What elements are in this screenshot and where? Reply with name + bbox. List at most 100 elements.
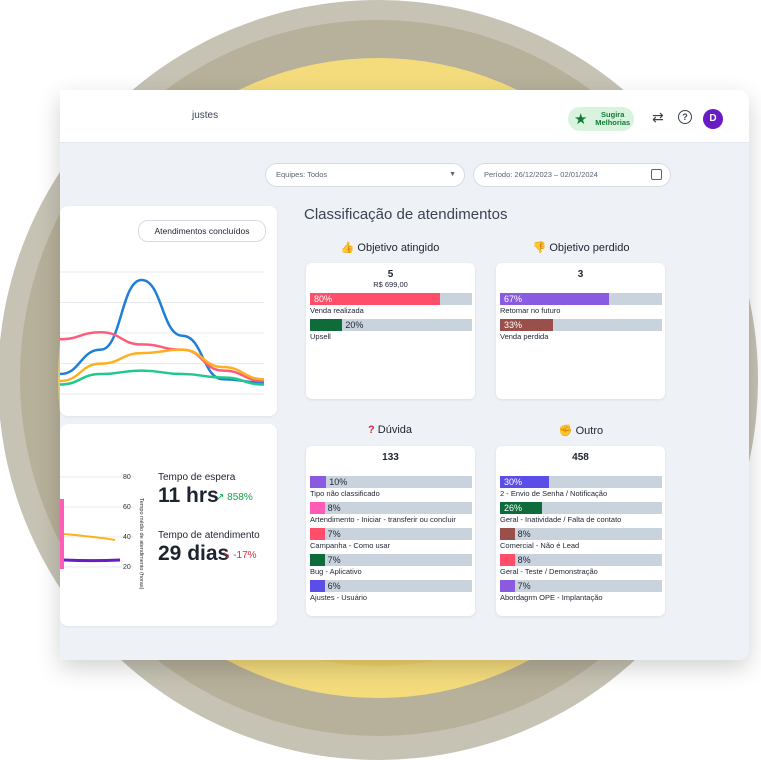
y-tick-label: 60 — [123, 504, 131, 511]
category-bar-fill — [310, 476, 327, 488]
category-percent: 26% — [504, 503, 523, 513]
category-row[interactable]: 8% Comercial - Não é Lead — [500, 528, 662, 550]
category-label: Geral - Teste / Demonstração — [500, 567, 598, 576]
series-line — [63, 558, 121, 563]
period-picker-value: Período: 26/12/2023 – 02/01/2024 — [484, 170, 598, 179]
series-bar — [60, 499, 64, 569]
category-bar: 10% — [310, 476, 472, 488]
question-icon: ? — [367, 424, 375, 436]
category-percent: 10% — [329, 477, 348, 487]
category-percent: 8% — [517, 529, 531, 539]
category-bar: 7% — [310, 554, 472, 566]
category-percent: 7% — [517, 581, 531, 591]
category-row[interactable]: 8% Geral - Teste / Demonstração — [500, 554, 662, 576]
calendar-icon — [651, 169, 662, 180]
category-bar-fill — [500, 502, 543, 514]
series-line — [60, 278, 265, 385]
category-row[interactable]: 26% Geral - Inatividade / Falta de contat… — [500, 502, 662, 524]
category-percent: 67% — [504, 294, 523, 304]
category-bar: 8% — [500, 528, 662, 540]
group-total: 3 — [577, 269, 584, 280]
thumbs-down-icon: 👎 — [532, 242, 547, 254]
group-title: Objetivo perdido — [549, 242, 630, 254]
trend-up-icon: ↗ — [216, 492, 225, 503]
y-axis-label: Tempo médio de atendimento (horas) — [138, 498, 144, 590]
category-bar: 20% — [310, 319, 472, 331]
category-row[interactable]: 20% Upsell — [310, 319, 472, 341]
category-bar-fill — [310, 554, 325, 566]
category-bar-fill — [310, 293, 440, 305]
top-bar: justes ★ Sugira Melhorias ⇄ ? D — [60, 90, 749, 143]
category-row[interactable]: 10% Tipo não classificado — [310, 476, 472, 498]
category-row[interactable]: 80% Venda realizada — [310, 293, 472, 315]
group-header-objective-lost: 👎 Objetivo perdido — [496, 241, 666, 254]
category-label: Upsell — [310, 332, 331, 341]
series-line — [60, 330, 265, 383]
period-picker[interactable]: Período: 26/12/2023 – 02/01/2024 — [473, 163, 671, 187]
category-row[interactable]: 33% Venda perdida — [500, 319, 662, 341]
series-line — [63, 533, 116, 541]
y-tick-label: 40 — [123, 534, 131, 541]
category-bar-fill — [500, 319, 554, 331]
category-percent: 20% — [345, 320, 364, 330]
category-bar: 80% — [310, 293, 472, 305]
category-label: Campanha - Como usar — [310, 541, 391, 550]
help-icon[interactable]: ? — [678, 110, 692, 124]
category-bar-fill — [310, 319, 343, 331]
category-row[interactable]: 8% Artendimento - Iniciar - transferir ou… — [310, 502, 472, 524]
category-bar: 67% — [500, 293, 662, 305]
category-bar-fill — [310, 528, 325, 540]
avatar[interactable]: D — [703, 109, 723, 129]
category-bar-fill — [500, 293, 609, 305]
times-mini-chart — [60, 476, 134, 569]
group-title: Dúvida — [377, 424, 413, 436]
group-total: 5 — [387, 269, 394, 280]
app-window: justes ★ Sugira Melhorias ⇄ ? D Equipes:… — [60, 90, 749, 660]
category-bar-fill — [500, 528, 515, 540]
category-label: 2 - Envio de Senha / Notificação — [500, 489, 608, 498]
category-percent: 8% — [517, 555, 531, 565]
category-bar-fill — [500, 580, 515, 592]
switch-arrows-icon[interactable]: ⇄ — [652, 109, 664, 125]
category-bar-fill — [500, 554, 515, 566]
category-bar: 7% — [310, 528, 472, 540]
group-card-objective-lost: 3 67% Retomar no futuro 33% Venda perdid… — [496, 263, 665, 399]
category-label: Comercial - Não é Lead — [500, 541, 580, 550]
completed-chart-card: Atendimentos concluídos — [60, 206, 277, 416]
category-percent: 80% — [314, 294, 333, 304]
breadcrumb[interactable]: justes — [192, 110, 219, 121]
completed-attendances-button[interactable]: Atendimentos concluídos — [138, 220, 266, 242]
group-total: 458 — [572, 452, 589, 463]
category-bar: 33% — [500, 319, 662, 331]
service-time-title: Tempo de atendimento — [158, 530, 260, 541]
wait-time-delta-value: 858% — [227, 492, 253, 503]
teams-select-value: Equipes: Todos — [276, 170, 328, 179]
teams-select[interactable]: Equipes: Todos ▼ — [265, 163, 465, 187]
line-chart — [60, 271, 265, 395]
group-total: 133 — [382, 452, 399, 463]
series-line — [60, 369, 265, 386]
y-tick-label: 80 — [123, 474, 131, 481]
category-row[interactable]: 7% Campanha - Como usar — [310, 528, 472, 550]
suggest-improvements-label: Sugira Melhorias — [595, 110, 631, 127]
wait-time-value: 11 hrs — [158, 484, 219, 507]
category-bar: 26% — [500, 502, 662, 514]
category-row[interactable]: 7% Bug - Aplicativo — [310, 554, 472, 576]
category-row[interactable]: 30% 2 - Envio de Senha / Notificação — [500, 476, 662, 498]
chevron-down-icon: ▼ — [449, 171, 456, 178]
suggest-improvements-button[interactable]: ★ Sugira Melhorias — [568, 107, 634, 131]
category-bar: 30% — [500, 476, 662, 488]
category-label: Geral - Inatividade / Falta de contato — [500, 515, 622, 524]
service-time-delta: ↘ -17% — [222, 550, 257, 561]
series-line — [60, 348, 265, 383]
category-label: Retomar no futuro — [500, 306, 561, 315]
group-card-question: 133 10% Tipo não classificado 8% Artendimen… — [306, 446, 475, 616]
classification-title: Classificação de atendimentos — [304, 206, 508, 223]
category-row[interactable]: 6% Ajustes - Usuário — [310, 580, 472, 602]
thumbs-up-icon: 👍 — [340, 242, 355, 254]
star-icon: ★ — [574, 110, 588, 128]
category-row[interactable]: 67% Retomar no futuro — [500, 293, 662, 315]
group-title: Objetivo atingido — [357, 242, 440, 254]
category-row[interactable]: 7% Abordagrm OPE - Implantação — [500, 580, 662, 602]
category-percent: 33% — [504, 320, 523, 330]
